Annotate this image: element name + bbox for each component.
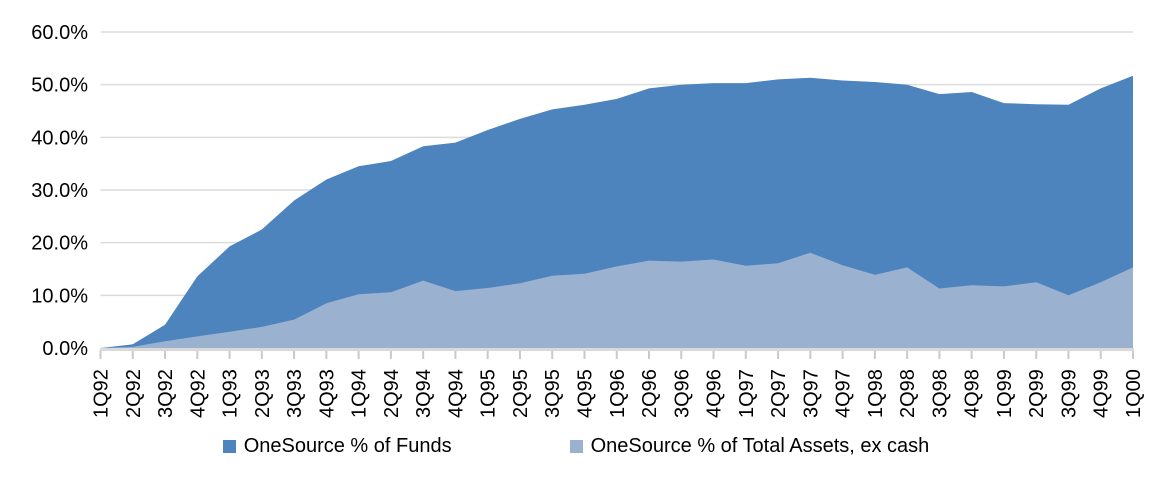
x-axis-label: 3Q95 [542,369,564,418]
x-axis-label: 2Q93 [252,369,274,418]
x-axis-label: 3Q98 [929,369,951,418]
x-axis-label: 1Q97 [736,369,758,418]
x-axis-label: 3Q94 [413,369,435,418]
x-axis-label: 1Q98 [865,369,887,418]
x-axis-label: 2Q98 [897,369,919,418]
x-axis-label: 4Q98 [962,369,984,418]
y-axis-label: 10.0% [31,285,88,307]
y-axis-label: 50.0% [31,75,88,97]
x-axis-label: 3Q96 [671,369,693,418]
x-axis-label: 1Q95 [478,369,500,418]
x-axis-label: 1Q00 [1123,369,1145,418]
x-axis-label: 4Q99 [1091,369,1113,418]
x-axis-label: 3Q97 [800,369,822,418]
y-axis-label: 40.0% [31,127,88,149]
x-axis-label: 4Q92 [187,369,209,418]
x-axis-label: 1Q99 [994,369,1016,418]
x-axis-label: 2Q95 [510,369,532,418]
x-axis-label: 2Q99 [1026,369,1048,418]
y-axis-label: 0.0% [42,338,88,360]
legend-label-funds: OneSource % of Funds [243,435,452,457]
y-axis-label: 30.0% [31,180,88,202]
x-axis-label: 1Q93 [220,369,242,418]
legend-item-funds: OneSource % of Funds [222,435,452,457]
x-axis-label: 4Q96 [704,369,726,418]
y-axis-label: 60.0% [31,22,88,44]
x-axis-label: 4Q97 [833,369,855,418]
legend-item-assets: OneSource % of Total Assets, ex cash [569,435,930,457]
legend-swatch-assets-icon [569,439,583,453]
x-axis-label: 1Q94 [349,369,371,418]
legend-swatch-funds-icon [222,439,236,453]
x-axis-label: 2Q96 [639,369,661,418]
x-axis-label: 3Q99 [1059,369,1081,418]
legend-label-assets: OneSource % of Total Assets, ex cash [590,435,930,457]
x-axis-label: 4Q93 [316,369,338,418]
x-axis-label: 3Q93 [284,369,306,418]
x-axis-label: 2Q94 [381,369,403,418]
area-series-assets [100,252,1133,348]
x-axis-label: 4Q95 [575,369,597,418]
chart-legend: OneSource % of Funds OneSource % of Tota… [0,436,1152,456]
x-axis-label: 2Q92 [123,369,145,418]
x-axis-label: 1Q92 [91,369,113,418]
y-axis-label: 20.0% [31,233,88,255]
x-axis-label: 3Q92 [155,369,177,418]
x-axis-label: 1Q96 [607,369,629,418]
x-axis-label: 4Q94 [445,369,467,418]
x-axis-label: 2Q97 [768,369,790,418]
